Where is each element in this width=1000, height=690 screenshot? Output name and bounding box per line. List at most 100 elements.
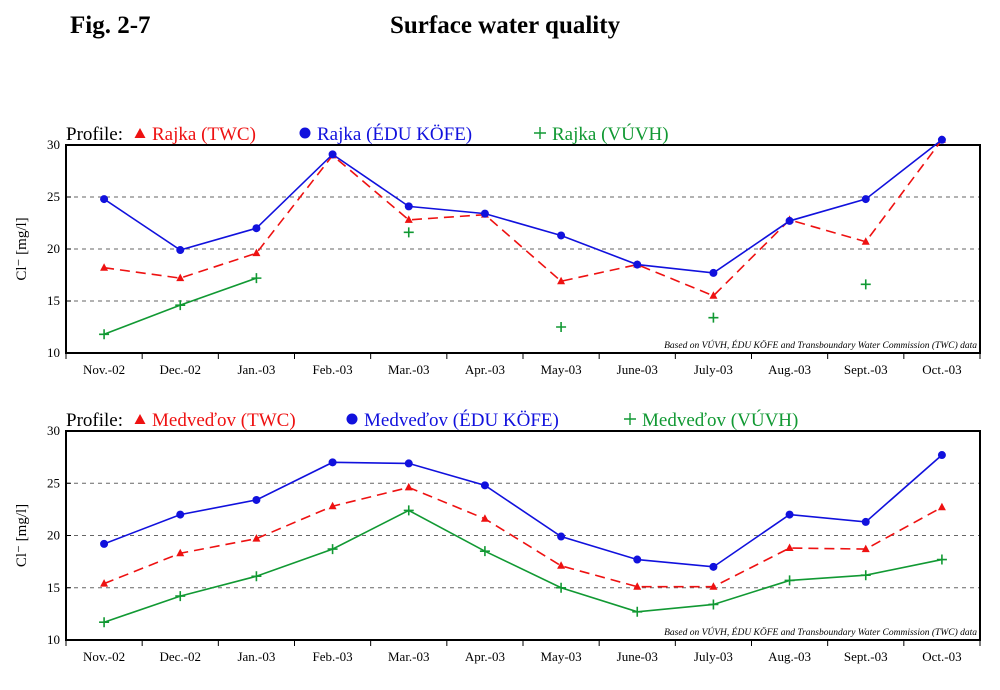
y-axis-label: Cl⁻ [mg/l] <box>14 504 30 567</box>
figure-label: Fig. 2-7 <box>70 12 151 39</box>
series-0 <box>100 135 946 299</box>
data-point <box>557 532 566 541</box>
data-point <box>404 459 413 468</box>
data-point <box>709 562 718 571</box>
legend-marker <box>624 413 636 425</box>
series-line <box>103 139 943 274</box>
x-tick-label: Apr.-03 <box>465 649 505 664</box>
data-point <box>861 544 870 553</box>
legend-item: Medveďov (TWC) <box>134 410 296 431</box>
data-point <box>784 575 795 586</box>
legend-item: Medveďov (VÚVH) <box>624 409 798 431</box>
y-tick-label: 20 <box>47 528 60 543</box>
data-point <box>252 224 261 233</box>
x-tick-label: June-03 <box>617 362 658 377</box>
data-point <box>479 546 490 557</box>
x-tick-label: Oct.-03 <box>922 362 961 377</box>
data-point <box>176 548 185 557</box>
series-line <box>103 139 943 297</box>
data-point <box>328 150 337 159</box>
x-tick-label: Jan.-03 <box>237 649 275 664</box>
legend-marker <box>134 128 146 138</box>
legend-label: Medveďov (TWC) <box>152 410 296 431</box>
x-tick-label: Nov.-02 <box>83 649 125 664</box>
data-point <box>327 544 338 555</box>
data-point <box>176 246 185 255</box>
data-point <box>252 495 261 504</box>
y-tick-label: 10 <box>47 345 60 360</box>
data-point <box>937 502 946 511</box>
legend-label: Rajka (ÉDU KÖFE) <box>317 123 472 145</box>
data-point <box>100 195 109 204</box>
x-tick-label: Sept.-03 <box>844 362 888 377</box>
data-point <box>176 510 185 519</box>
data-point <box>861 517 870 526</box>
data-point <box>480 514 489 522</box>
x-tick-label: Mar.-03 <box>388 649 430 664</box>
series-1 <box>100 135 946 277</box>
x-tick-label: May-03 <box>540 362 581 377</box>
x-tick-label: Dec.-02 <box>159 362 201 377</box>
series-2 <box>99 227 871 340</box>
data-point <box>861 195 870 204</box>
data-point <box>861 237 870 245</box>
data-point <box>100 579 109 587</box>
data-point <box>480 209 489 218</box>
y-axis-label: Cl⁻ [mg/l] <box>14 217 30 280</box>
data-point <box>937 135 946 144</box>
legend-marker <box>134 414 146 424</box>
x-tick-label: Mar.-03 <box>388 362 430 377</box>
y-tick-label: 25 <box>47 189 60 204</box>
series-line <box>103 509 943 623</box>
legend-label: Rajka (VÚVH) <box>552 123 669 145</box>
legend-item: Rajka (TWC) <box>134 124 256 145</box>
y-tick-label: 15 <box>47 293 60 308</box>
data-point <box>633 260 642 269</box>
x-tick-label: May-03 <box>540 649 581 664</box>
y-tick-label: 30 <box>47 137 60 152</box>
data-point <box>632 606 643 617</box>
legend-label: Rajka (TWC) <box>152 124 256 145</box>
x-tick-label: Jan.-03 <box>237 362 275 377</box>
x-tick-label: Feb.-03 <box>313 362 353 377</box>
data-point <box>403 227 414 238</box>
x-tick-label: June-03 <box>617 649 658 664</box>
y-tick-label: 20 <box>47 241 60 256</box>
data-point <box>557 231 566 240</box>
data-point <box>633 555 642 564</box>
legend-item: Rajka (ÉDU KÖFE) <box>299 123 472 145</box>
data-point <box>175 591 186 602</box>
data-point <box>557 276 566 285</box>
y-tick-label: 10 <box>47 632 60 647</box>
legend-prefix: Profile: <box>66 124 123 145</box>
x-tick-label: July-03 <box>694 649 733 664</box>
data-point <box>404 202 413 211</box>
series-1 <box>100 451 946 571</box>
source-note: Based on VÚVH, ÉDU KÖFE and Transboundar… <box>664 339 977 351</box>
series-line <box>103 486 943 588</box>
data-point <box>785 543 794 552</box>
data-point <box>708 312 719 323</box>
data-point <box>708 599 719 610</box>
series-2 <box>99 505 947 628</box>
data-point <box>99 329 110 340</box>
data-point <box>556 582 567 593</box>
legend-marker <box>346 413 358 425</box>
x-tick-label: Feb.-03 <box>313 649 353 664</box>
data-point <box>251 273 262 284</box>
data-point <box>937 451 946 460</box>
data-point <box>860 279 871 290</box>
data-point <box>99 617 110 628</box>
data-point <box>785 216 794 225</box>
legend-label: Medveďov (ÉDU KÖFE) <box>364 409 559 431</box>
data-point <box>404 215 413 223</box>
data-point <box>252 534 261 542</box>
x-tick-label: Aug.-03 <box>768 362 811 377</box>
data-point <box>633 582 642 590</box>
series-0 <box>100 482 946 590</box>
x-tick-label: Oct.-03 <box>922 649 961 664</box>
chart-medvedov: 10 15 20 25 30 Nov.-02 Dec.-02 Jan.-03 Feb.-03 Ma… <box>14 409 981 664</box>
legend-marker <box>534 127 546 139</box>
data-point <box>709 291 718 299</box>
